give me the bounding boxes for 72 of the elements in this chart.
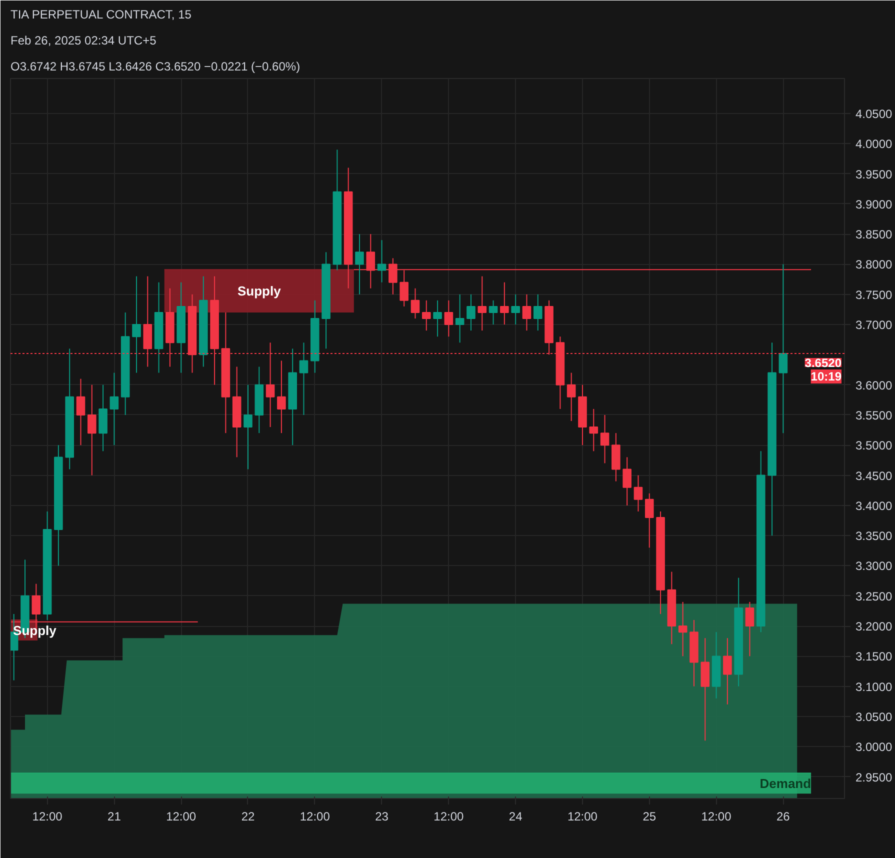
x-tick-label: 12:00 bbox=[32, 810, 63, 824]
candlestick bbox=[444, 300, 454, 338]
y-tick-label: 3.6000 bbox=[856, 378, 893, 392]
y-tick-label: 3.7000 bbox=[856, 318, 893, 332]
candlestick bbox=[488, 300, 498, 326]
y-tick-label: 3.0500 bbox=[856, 710, 893, 724]
y-tick-label: 3.5000 bbox=[856, 438, 893, 453]
x-tick-label: 12:00 bbox=[701, 810, 732, 824]
candlestick bbox=[355, 234, 364, 295]
y-tick-label: 4.0000 bbox=[856, 137, 893, 152]
candlestick bbox=[410, 288, 420, 319]
x-tick-label: 22 bbox=[241, 810, 255, 824]
candlestick bbox=[277, 360, 286, 434]
candlestick bbox=[622, 456, 632, 506]
candlestick bbox=[644, 492, 654, 548]
series-label: Demand bbox=[760, 776, 812, 791]
y-tick-label: 3.2500 bbox=[856, 589, 893, 604]
y-tick-label: 3.8000 bbox=[856, 258, 893, 272]
series-label: Supply bbox=[237, 284, 282, 299]
y-tick-label: 3.8500 bbox=[856, 228, 893, 242]
candlestick bbox=[478, 276, 487, 332]
text: Feb 26, 2025 02:34 UTC+5 bbox=[10, 34, 157, 48]
candlestick bbox=[745, 601, 754, 657]
x-tick-label: 12:00 bbox=[434, 810, 464, 824]
candlestick bbox=[678, 601, 688, 657]
x-tick-label: 24 bbox=[508, 810, 523, 824]
y-tick-label: 3.3000 bbox=[856, 559, 893, 574]
candlestick bbox=[511, 294, 520, 326]
candlestick bbox=[723, 638, 732, 705]
x-tick-label: 26 bbox=[776, 810, 790, 824]
candlestick bbox=[466, 294, 476, 332]
candlestick bbox=[132, 276, 141, 374]
candlestick bbox=[422, 300, 431, 332]
series-label: Supply bbox=[13, 622, 58, 638]
x-tick-label: 12:00 bbox=[300, 810, 330, 824]
ref-line-label: 3.6520 10:19 bbox=[804, 356, 842, 384]
candlestick bbox=[110, 372, 119, 446]
candlestick bbox=[589, 408, 598, 452]
y-tick-label: 3.0000 bbox=[856, 740, 893, 754]
y-tick-label: 3.5500 bbox=[856, 408, 893, 422]
text: O3.6742 H3.6745 L3.6426 C3.6520 −0.0221 (−0.60%) bbox=[10, 60, 300, 74]
candlestick bbox=[634, 474, 643, 512]
y-tick-label: 3.4500 bbox=[856, 468, 893, 483]
y-tick-label: 3.7500 bbox=[856, 288, 893, 302]
candlestick bbox=[87, 384, 96, 476]
candlestick bbox=[76, 378, 86, 446]
y-tick-label: 4.0500 bbox=[856, 106, 893, 121]
y-tick-label: 3.3500 bbox=[856, 529, 893, 544]
candlestick bbox=[455, 294, 464, 344]
candlestick bbox=[244, 384, 252, 470]
candlestick bbox=[566, 372, 576, 422]
candlestick bbox=[299, 342, 308, 416]
chart-title: TIA PERPETUAL CONTRACT, 15 bbox=[10, 8, 192, 22]
x-tick-label: 12:00 bbox=[567, 810, 598, 824]
x-tick-label: 25 bbox=[642, 810, 656, 824]
y-tick-label: 3.9000 bbox=[856, 197, 893, 212]
candlestick bbox=[500, 282, 509, 326]
candlestick bbox=[533, 294, 542, 332]
candlestick bbox=[778, 264, 788, 434]
candlestick bbox=[522, 294, 532, 332]
y-tick-label: 2.9500 bbox=[856, 770, 893, 784]
x-tick-label: 21 bbox=[108, 810, 122, 824]
y-tick-label: 3.1500 bbox=[856, 650, 893, 664]
y-tick-label: 3.9500 bbox=[856, 167, 893, 182]
candlestick bbox=[377, 240, 386, 283]
y-tick-label: 3.2000 bbox=[856, 620, 893, 634]
candlestick bbox=[433, 300, 442, 338]
y-tick-label: 3.4000 bbox=[856, 498, 893, 513]
y-tick-label: 3.1000 bbox=[856, 680, 893, 694]
x-tick-label: 12:00 bbox=[166, 810, 196, 824]
x-tick-label: 23 bbox=[375, 810, 389, 824]
candlestick bbox=[600, 414, 610, 464]
